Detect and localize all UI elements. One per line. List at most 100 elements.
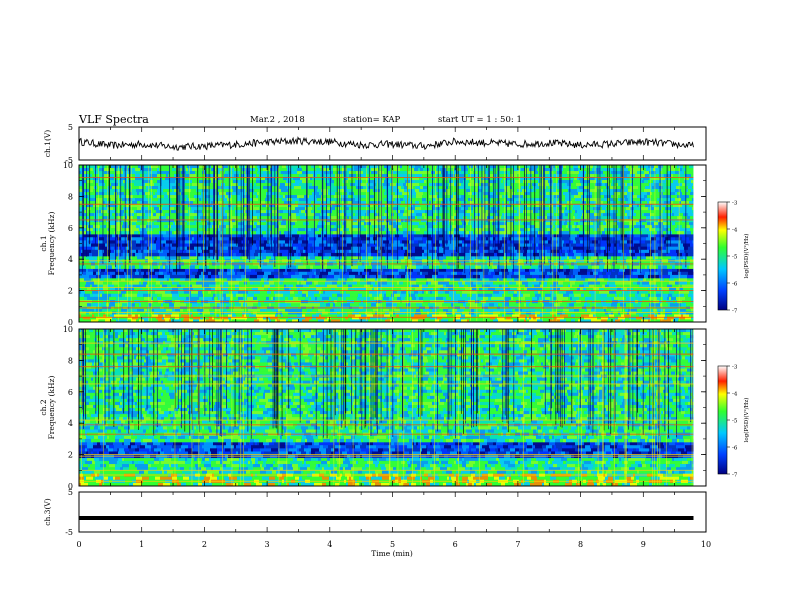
spectrum-cell — [297, 171, 302, 175]
spectrum-cell — [631, 268, 637, 273]
spectrum-cell — [271, 296, 273, 301]
y-tick-label: -5 — [65, 156, 73, 165]
spectrum-cell — [316, 168, 320, 172]
spectrum-cell — [267, 290, 271, 295]
spectrum-cell — [434, 278, 436, 282]
spectrum-cell — [460, 256, 462, 260]
spectrum-cell — [524, 303, 526, 307]
spectrum-cell — [412, 177, 419, 181]
spectrum-cell — [368, 278, 375, 282]
spectrum-cell — [341, 174, 343, 178]
spectrum-cell — [323, 165, 326, 169]
spectrum-cell — [461, 314, 465, 318]
spectrum-cell — [103, 252, 110, 257]
spectrum-cell — [398, 268, 405, 273]
spectrum-cell — [186, 274, 190, 279]
spectrum-cell — [607, 268, 609, 273]
spectrum-cell — [131, 303, 135, 307]
spectrum-cell — [619, 268, 625, 273]
spectrum-cell — [359, 316, 363, 320]
spectrum-cell — [158, 274, 164, 279]
spectrum-cell — [246, 265, 249, 269]
spectrum-cell — [548, 314, 552, 318]
spectrum-cell — [546, 165, 551, 169]
spectrum-cell — [341, 303, 345, 307]
spectrum-cell — [119, 308, 121, 312]
spectrum-cell — [314, 252, 318, 257]
spectrum-cell — [438, 293, 445, 298]
spectrum-cell — [541, 293, 545, 298]
spectrum-cell — [660, 237, 665, 241]
spectrum-cell — [199, 265, 202, 269]
spectrum-cell — [573, 246, 577, 251]
spectrum-cell — [432, 308, 437, 312]
spectrum-cell — [104, 290, 110, 295]
spectrum-cell — [497, 252, 504, 257]
spectrum-cell — [157, 168, 159, 172]
spectrum-cell — [401, 281, 403, 285]
spectrum-cell — [188, 284, 190, 288]
spectrum-cell — [426, 240, 431, 244]
ch1-waveform-panel: 5-5ch.1(V) — [43, 123, 707, 165]
spectrum-cell — [522, 265, 527, 269]
spectrum-cell — [266, 174, 272, 178]
spectrum-cell — [684, 268, 686, 273]
spectrum-cell — [302, 314, 305, 318]
spectrum-cell — [246, 284, 251, 288]
spectrum-cell — [257, 274, 263, 279]
spectrum-cell — [266, 249, 273, 254]
spectrum-cell — [547, 271, 553, 276]
spectrum-cell — [488, 265, 492, 269]
spectrum-cell — [99, 237, 104, 241]
spectrum-cell — [301, 243, 308, 247]
spectrum-cell — [585, 174, 588, 178]
spectrum-cell — [199, 274, 205, 279]
spectrum-cell — [268, 293, 275, 298]
spectrum-cell — [686, 180, 691, 184]
spectrum-cell — [562, 252, 565, 257]
spectrum-cell — [641, 256, 646, 260]
spectrum-cell — [162, 180, 169, 184]
spectrum-cell — [143, 274, 149, 279]
spectrum-cell — [261, 183, 265, 187]
spectrum-cell — [517, 319, 524, 323]
spectrum-cell — [454, 303, 458, 307]
spectrum-cell — [141, 246, 147, 251]
spectrum-cell — [237, 308, 244, 312]
spectrum-cell — [198, 303, 202, 307]
spectrum-cell — [357, 237, 361, 241]
spectrum-cell — [380, 303, 386, 307]
spectrum-cell — [104, 174, 109, 178]
spectrum-cell — [428, 281, 431, 285]
spectrum-cell — [338, 246, 345, 251]
spectrum-cell — [475, 180, 480, 184]
spectrum-cell — [216, 165, 222, 169]
spectrum-cell — [443, 256, 446, 260]
spectrum-cell — [648, 293, 650, 298]
spectrum-cell — [590, 243, 594, 247]
spectrum-cell — [340, 168, 342, 172]
spectrum-cell — [668, 268, 672, 273]
spectrum-cell — [573, 180, 580, 184]
spectrum-cell — [681, 296, 685, 301]
spectrum-cell — [479, 165, 486, 169]
spectrum-cell — [367, 308, 371, 312]
spectrum-cell — [589, 314, 593, 318]
spectrum-cell — [461, 168, 463, 172]
spectrum-cell — [272, 165, 279, 169]
spectrum-cell — [648, 165, 654, 169]
spectrum-cell — [322, 271, 328, 276]
spectrum-cell — [192, 271, 197, 276]
spectrum-cell — [135, 252, 142, 257]
spectrum-cell — [293, 284, 296, 288]
spectrum-cell — [590, 271, 593, 276]
spectrum-cell — [448, 240, 450, 244]
spectrum-cell — [676, 249, 679, 254]
spectrum-cell — [601, 319, 607, 323]
spectrum-cell — [268, 274, 274, 279]
spectrum-cell — [493, 308, 500, 312]
spectrum-cell — [252, 287, 258, 291]
spectrum-cell — [264, 287, 268, 291]
spectrum-cell — [562, 303, 567, 307]
spectrum-cell — [528, 243, 532, 247]
